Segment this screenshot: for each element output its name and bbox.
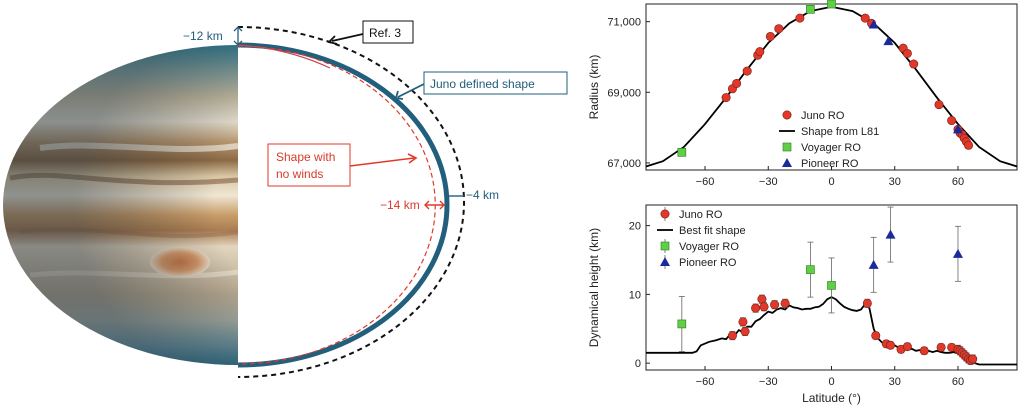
- data-point: [765, 31, 775, 41]
- legend-label: Voyager RO: [679, 241, 739, 253]
- data-point: [770, 300, 780, 310]
- juno-shape-label-box: [423, 71, 568, 95]
- legend-marker: [660, 209, 670, 219]
- y-tick-label: 20: [629, 221, 641, 233]
- data-point: [740, 326, 750, 336]
- data-point: [780, 298, 790, 308]
- data-point: [885, 229, 896, 239]
- legend-marker: [660, 241, 670, 251]
- data-point: [883, 36, 894, 46]
- data-point: [827, 0, 836, 9]
- x-tick-label: 0: [828, 176, 834, 188]
- juno-shape-outline: [237, 42, 450, 368]
- x-tick-label: −30: [759, 176, 778, 188]
- y-axis-label: Radius (km): [587, 55, 601, 120]
- legend-marker: [782, 142, 792, 152]
- x-tick-label: −60: [696, 376, 715, 388]
- jupiter-shape-diagram: −12 km Ref. 3 Juno defined shape Shape w…: [3, 20, 568, 378]
- data-point: [677, 148, 687, 157]
- juno-shape-label: Juno defined shape: [430, 77, 535, 91]
- x-tick-label: −60: [696, 176, 715, 188]
- data-point: [677, 319, 687, 329]
- data-point: [886, 340, 896, 350]
- data-point: [862, 298, 872, 308]
- data-point: [964, 140, 974, 150]
- data-point: [757, 294, 767, 304]
- no-winds-label-line2: no winds: [276, 167, 323, 181]
- data-point: [902, 342, 912, 352]
- y-tick-label: 0: [635, 358, 641, 370]
- no-winds-label-line1: Shape with: [276, 150, 335, 164]
- legend-marker: [782, 110, 792, 120]
- data-point: [827, 281, 836, 290]
- legend-label: Best fit shape: [679, 225, 746, 237]
- x-tick-label: 60: [952, 176, 964, 188]
- legend-label: Pioneer RO: [679, 257, 737, 269]
- label-minus12-km: −12 km: [183, 29, 223, 43]
- data-point: [806, 4, 815, 14]
- ref-label-box: [362, 20, 414, 44]
- legend-label: Pioneer RO: [801, 158, 859, 170]
- data-point: [934, 100, 944, 110]
- legend-marker: [782, 158, 792, 167]
- dynamical-height-chart: −60 −30 0 30 60 0 10 20 Dynamical height (km) Lat…: [587, 204, 1018, 405]
- data-point: [952, 124, 963, 134]
- ref-label: Ref. 3: [369, 26, 401, 40]
- legend-label: Voyager RO: [801, 142, 861, 154]
- data-point: [759, 302, 769, 312]
- data-point: [727, 331, 737, 341]
- legend-marker: [660, 257, 670, 266]
- x-tick-label: 30: [889, 176, 901, 188]
- data-point: [871, 331, 881, 341]
- data-point: [860, 13, 870, 23]
- data-point: [952, 248, 963, 258]
- radius-chart: −60 −30 0 30 60 67,000 69,000 71,000 Radius (km)…: [587, 0, 1018, 188]
- data-point: [742, 66, 752, 76]
- data-point: [868, 259, 879, 269]
- y-tick-label: 10: [629, 289, 641, 301]
- x-tick-label: 60: [952, 376, 964, 388]
- x-tick-label: −30: [759, 376, 778, 388]
- legend-label: Juno RO: [679, 209, 723, 221]
- data-point: [968, 354, 978, 364]
- ref-shape-outline: [237, 26, 465, 378]
- label-minus14-km: −14 km: [380, 198, 420, 212]
- jupiter-half-image: [3, 45, 238, 365]
- x-axis-label: Latitude (°): [802, 391, 861, 405]
- data-point: [795, 13, 805, 23]
- data-point: [755, 47, 765, 57]
- data-point: [947, 116, 957, 126]
- data-point: [936, 342, 946, 352]
- data-point: [738, 317, 748, 327]
- y-tick-label: 71,000: [607, 17, 641, 29]
- data-point: [721, 93, 731, 103]
- data-point: [868, 19, 879, 29]
- y-axis-label: Dynamical height (km): [587, 228, 601, 347]
- data-point: [732, 78, 742, 88]
- legend-label: Juno RO: [801, 110, 845, 122]
- data-point: [919, 346, 929, 356]
- data-point: [902, 48, 912, 58]
- y-tick-label: 67,000: [607, 158, 641, 170]
- data-point: [909, 59, 919, 69]
- data-point: [774, 24, 784, 34]
- y-tick-label: 69,000: [607, 87, 641, 99]
- no-winds-label-box: [267, 143, 351, 187]
- x-tick-label: 0: [828, 376, 834, 388]
- label-minus4-km: −4 km: [466, 188, 499, 202]
- legend-label: Shape from L81: [801, 126, 879, 138]
- data-point: [806, 265, 815, 274]
- x-tick-label: 30: [889, 376, 901, 388]
- data-point: [751, 303, 761, 313]
